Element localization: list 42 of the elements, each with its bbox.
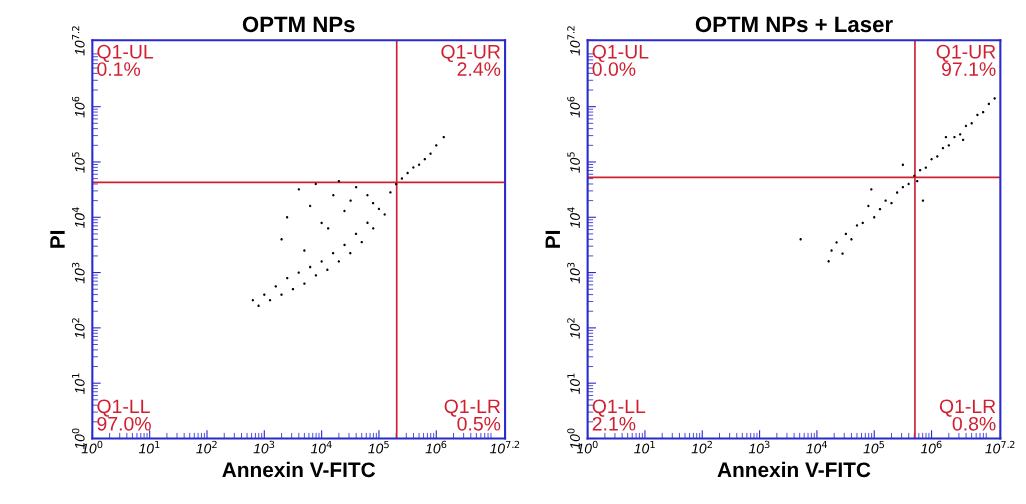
x-tick-label: 10$^{5}$: [368, 440, 389, 454]
annotation: Q1-UL 0.1%: [97, 44, 154, 77]
y-tick-label: 10$^{6}$: [71, 96, 85, 118]
y-tick-label: 10$^{7.2}$: [567, 26, 580, 56]
chart-title: OPTM NPs + Laser: [695, 16, 893, 33]
x-axis-title: Annexin V-FITC: [717, 461, 871, 478]
y-tick-label: 10$^{5}$: [567, 152, 580, 173]
y-tick-label: 10$^{5}$: [72, 152, 85, 173]
y-tick-label: 10$^{3}$: [71, 262, 85, 284]
y-tick-label: 10$^{2}$: [71, 318, 85, 339]
x-tick-label: 10$^{1}$: [138, 440, 160, 454]
y-tick-label: 10$^{4}$: [567, 207, 580, 229]
x-tick-label: 10$^{6}$: [425, 440, 447, 454]
y-tick-label: 10$^{2}$: [567, 318, 580, 339]
y-tick-label: 10$^{3}$: [567, 262, 580, 284]
x-tick-label: 10$^{5}$: [863, 440, 885, 454]
annotation: Q1-LR 0.8%: [939, 399, 996, 431]
x-tick-label: 10$^{3}$: [748, 440, 770, 454]
annotation: Q1-LR 0.5%: [444, 399, 501, 431]
y-tick-label: 10$^{1}$: [72, 373, 85, 394]
annotation: Q1-LL 97.0%: [97, 399, 151, 431]
x-tick-label: 10$^{7.2}$: [985, 440, 1015, 454]
annotation: Q1-UR 97.1%: [936, 44, 996, 77]
x-tick-label: 10$^{3}$: [253, 440, 275, 454]
x-tick-label: 10$^{1}$: [634, 440, 655, 454]
chart-title: OPTM NPs: [242, 16, 355, 33]
x-axis-title: Annexin V-FITC: [222, 461, 376, 478]
x-tick-label: 10$^{4}$: [310, 440, 332, 454]
y-axis-title: PI: [50, 230, 65, 248]
x-tick-label: 10$^{2}$: [196, 440, 217, 454]
y-tick-label: 10$^{7.2}$: [71, 26, 85, 56]
x-tick-label: 10$^{6}$: [920, 440, 942, 454]
x-tick-label: 10$^{4}$: [806, 440, 828, 454]
y-tick-label: 10$^{6}$: [567, 96, 580, 118]
x-tick-label: 10$^{2}$: [691, 440, 712, 454]
annotation: Q1-LL 2.1%: [592, 399, 646, 431]
annotation: Q1-UR 2.4%: [441, 44, 501, 76]
y-tick-label: 10$^{4}$: [72, 207, 85, 229]
x-tick-label: 10$^{7.2}$: [489, 440, 520, 454]
y-axis-title: PI: [545, 230, 560, 248]
y-tick-label: 10$^{1}$: [567, 373, 580, 394]
annotation: Q1-UL 0.0%: [592, 44, 649, 77]
